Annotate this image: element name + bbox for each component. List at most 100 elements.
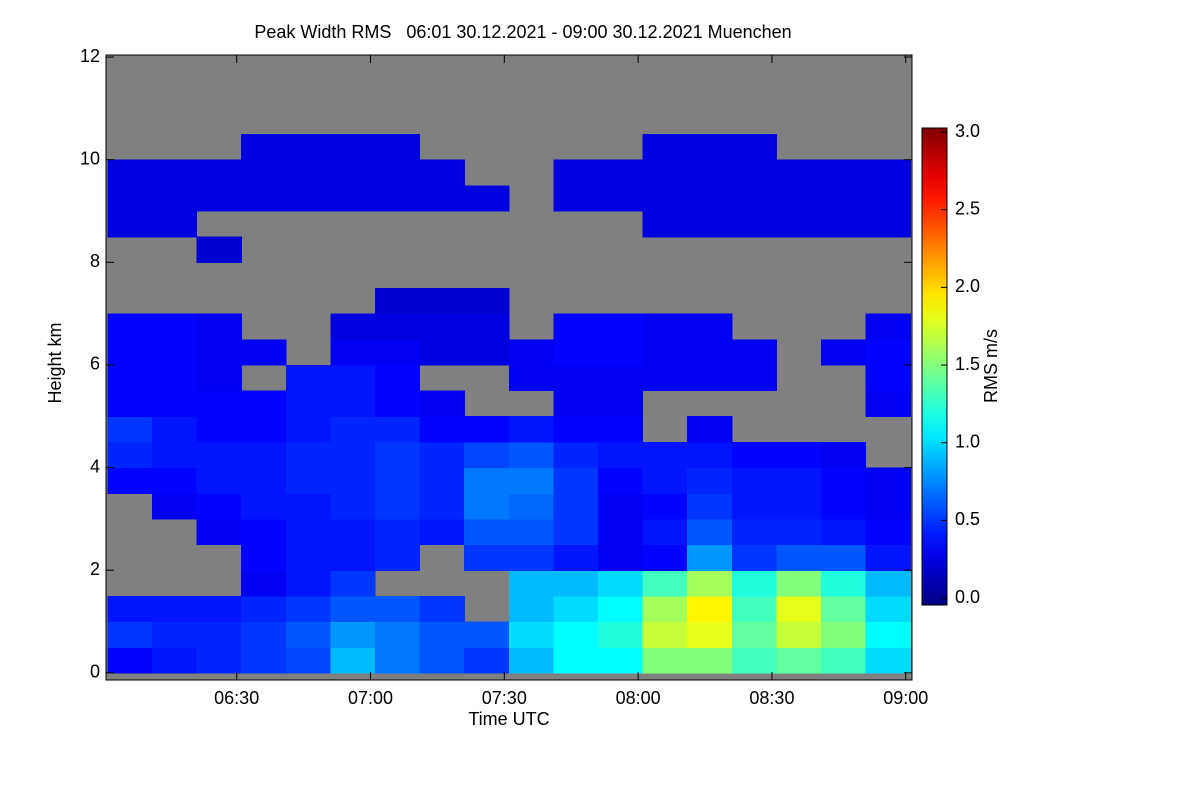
heatmap-cell [196, 313, 242, 340]
heatmap-cell [865, 493, 911, 520]
heatmap-cell [241, 544, 287, 571]
heatmap-cell [776, 647, 822, 674]
heatmap-cell [285, 441, 331, 469]
heatmap-cell [508, 647, 554, 674]
heatmap-cell [553, 621, 599, 648]
heatmap-cell [731, 493, 778, 520]
heatmap-cell [642, 441, 688, 469]
heatmap-cell [330, 390, 376, 417]
heatmap-cell [241, 185, 287, 212]
heatmap-cell [553, 518, 599, 546]
heatmap-cell [553, 364, 599, 392]
colorbar [921, 127, 948, 606]
heatmap-cell [731, 518, 778, 546]
heatmap-cell [241, 441, 287, 469]
heatmap-cell [107, 185, 153, 212]
heatmap-cell [285, 493, 331, 520]
plot-frame [105, 54, 913, 681]
heatmap-cell [330, 544, 376, 571]
heatmap-cell [285, 570, 331, 597]
heatmap-cell [553, 390, 599, 417]
heatmap-cell [776, 518, 822, 546]
heatmap-cell [374, 313, 421, 340]
heatmap-cell [419, 467, 465, 494]
heatmap-cell [642, 364, 688, 392]
heatmap-cell [731, 544, 778, 571]
heatmap-cell [374, 339, 421, 366]
heatmap-cell [374, 621, 421, 648]
heatmap-cell [107, 364, 153, 392]
heatmap-cell [821, 518, 867, 546]
heatmap-cell [597, 390, 644, 417]
heatmap-cell [642, 518, 688, 546]
heatmap-cell [374, 441, 421, 469]
heatmap-cell [151, 364, 198, 392]
heatmap-cell [553, 544, 599, 571]
x-tick-label: 07:30 [482, 688, 527, 708]
heatmap-cell [776, 159, 822, 186]
heatmap-cell [776, 493, 822, 520]
heatmap-cell [597, 441, 644, 469]
heatmap-cell [597, 570, 644, 597]
heatmap-cell [464, 287, 510, 315]
heatmap-cell [865, 518, 911, 546]
heatmap-cell [285, 416, 331, 443]
heatmap-cell [508, 544, 554, 571]
heatmap-cell [285, 134, 331, 161]
heatmap-cell [865, 595, 911, 623]
heatmap-cell [553, 493, 599, 520]
heatmap-cell [196, 159, 242, 186]
heatmap-cell [687, 647, 733, 674]
heatmap-cell [642, 313, 688, 340]
heatmap-cell [330, 185, 376, 212]
heatmap-cell [731, 339, 778, 366]
heatmap-cell [107, 621, 153, 648]
heatmap-cell [642, 595, 688, 623]
heatmap-cell [865, 390, 911, 417]
heatmap-cell [508, 441, 554, 469]
heatmap-cell [330, 467, 376, 494]
colorbar-label: RMS m/s [981, 329, 1001, 403]
colorbar-tick-label: 1.5 [955, 354, 980, 374]
heatmap-cell [419, 185, 465, 212]
heatmap-cell [241, 339, 287, 366]
heatmap-cell [151, 621, 198, 648]
heatmap-cell [151, 185, 198, 212]
heatmap-cell [821, 493, 867, 520]
heatmap-cell [642, 134, 688, 161]
heatmap-cell [330, 339, 376, 366]
heatmap-cell [241, 621, 287, 648]
heatmap-cell [597, 647, 644, 674]
heatmap-cell [642, 621, 688, 648]
colorbar-tick-label: 2.5 [955, 198, 980, 218]
heatmap-cell [553, 159, 599, 186]
chart-title: Peak Width RMS 06:01 30.12.2021 - 09:00 … [254, 22, 791, 42]
heatmap-cell [821, 647, 867, 674]
heatmap-cell [597, 339, 644, 366]
colorbar-tick-label: 0.5 [955, 509, 980, 529]
heatmap-cell [285, 647, 331, 674]
heatmap-cell [508, 621, 554, 648]
heatmap-cell [508, 416, 554, 443]
heatmap-cell [419, 621, 465, 648]
heatmap-cell [107, 313, 153, 340]
heatmap-cell [597, 185, 644, 212]
heatmap-cell [374, 467, 421, 494]
heatmap-cell [731, 159, 778, 186]
heatmap-cell [330, 416, 376, 443]
heatmap-cell [687, 159, 733, 186]
heatmap-cell [196, 595, 242, 623]
heatmap-cell [731, 185, 778, 212]
heatmap-cell [508, 339, 554, 366]
x-tick-label: 07:00 [348, 688, 393, 708]
heatmap-cell [464, 416, 510, 443]
heatmap-cell [374, 134, 421, 161]
heatmap-cell [151, 313, 198, 340]
heatmap-cell [687, 441, 733, 469]
heatmap-cell [508, 364, 554, 392]
heatmap-cells [107, 134, 911, 674]
y-tick-label: 0 [90, 662, 100, 682]
heatmap-cell [821, 544, 867, 571]
heatmap-cell [597, 159, 644, 186]
